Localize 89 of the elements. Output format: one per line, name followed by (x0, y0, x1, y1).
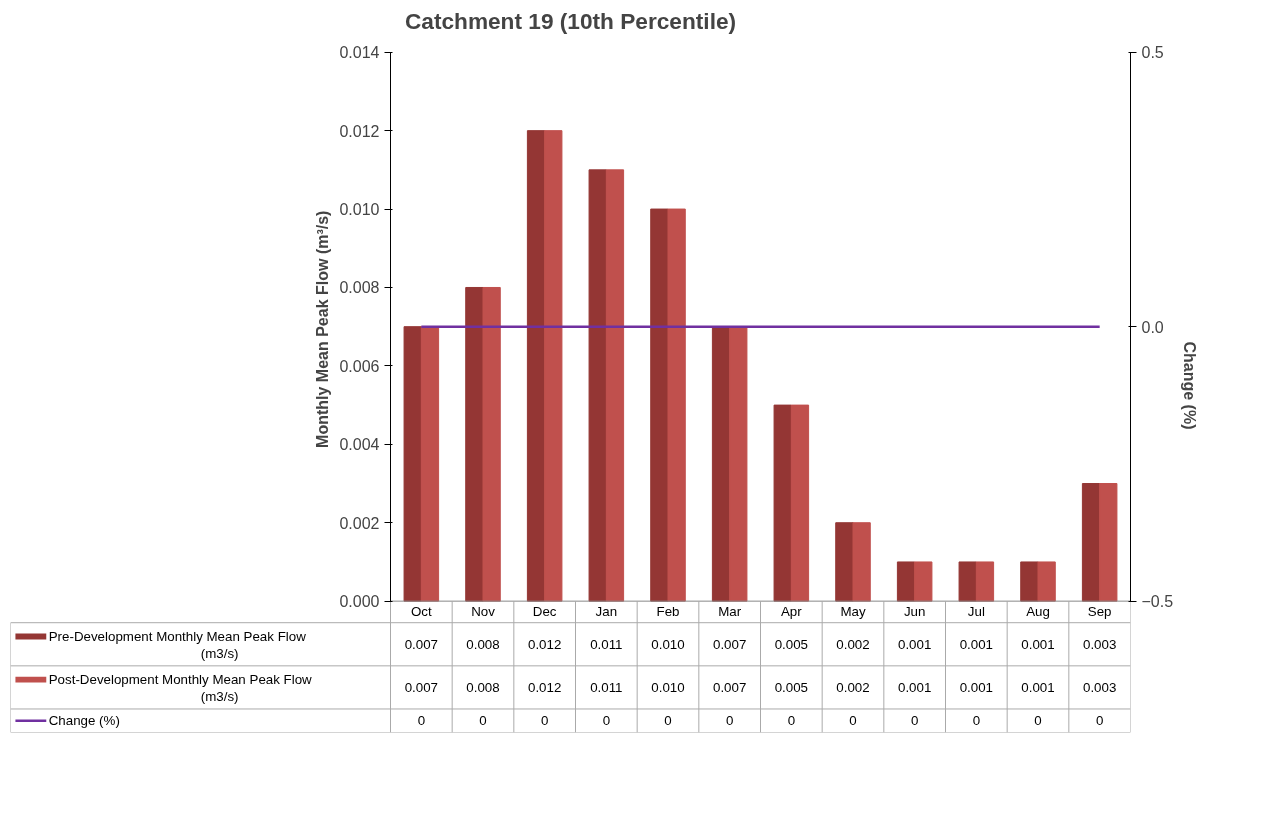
y2-axis-title: Change (%) (1181, 341, 1199, 430)
x-tick-label: Jun (903, 604, 926, 620)
x-tick-label: May (840, 604, 866, 620)
data-label: 0 (1034, 713, 1042, 729)
x-tick-label: Nov (471, 604, 496, 620)
y2-tick-label: 0.5 (1141, 44, 1164, 62)
bar (711, 326, 731, 602)
data-label: 0.001 (1021, 679, 1055, 695)
y-tick-label: 0.010 (339, 201, 380, 219)
y-tick-label: 0.014 (339, 44, 380, 62)
bar (914, 561, 933, 602)
data-label: 0.003 (1082, 636, 1117, 652)
data-label: 0 (602, 713, 611, 729)
y-tick-label: 0.004 (339, 436, 380, 454)
bar (482, 286, 501, 602)
bar (773, 404, 792, 602)
x-tick-label: Sep (1087, 604, 1112, 620)
bar (896, 561, 916, 602)
data-label: 0 (540, 713, 549, 729)
bar (1081, 483, 1101, 602)
bar (544, 130, 563, 602)
bar (667, 208, 686, 602)
data-label: 0 (910, 713, 919, 729)
data-label: 0.007 (712, 679, 747, 695)
legend-label: Change (%) (48, 713, 120, 729)
y2-tick-label: 0.0 (1141, 318, 1164, 336)
y-tick-label: 0.008 (339, 279, 380, 297)
data-label: 0.011 (590, 679, 623, 695)
data-label: 0 (725, 713, 734, 729)
bar (729, 326, 748, 602)
data-label: 0.003 (1082, 679, 1117, 695)
bar (975, 561, 995, 602)
bar (526, 130, 546, 602)
data-label: 0.005 (774, 679, 809, 695)
bar (403, 326, 422, 602)
y-tick-label: 0.000 (339, 593, 380, 611)
data-label: 0 (849, 713, 857, 729)
data-label: 0.010 (651, 636, 685, 652)
data-label: 0.001 (959, 679, 994, 695)
chart-title: Catchment 19 (10th Percentile) (404, 7, 737, 34)
y2-tick-label: −0.5 (1141, 593, 1174, 611)
data-label: 0.001 (1021, 636, 1055, 652)
data-label: 0 (1095, 713, 1104, 729)
bar (852, 522, 871, 602)
bar (465, 286, 484, 602)
x-tick-label: Mar (718, 604, 742, 620)
data-label: 0.001 (897, 636, 932, 652)
bar (835, 522, 854, 602)
data-label: 0.012 (527, 636, 562, 652)
data-label: 0.007 (404, 679, 439, 695)
x-tick-label: Aug (1026, 604, 1050, 620)
x-tick-label: Jul (967, 604, 985, 620)
y-tick-label: 0.006 (339, 357, 380, 375)
legend-label: Pre-Development Monthly Mean Peak Flow (m3/s) (48, 628, 307, 661)
data-label: 0.007 (712, 636, 747, 652)
data-label: 0 (417, 713, 426, 729)
bar (650, 208, 669, 602)
data-label: 0 (664, 713, 672, 729)
data-label: 0.001 (897, 679, 932, 695)
data-label: 0 (787, 713, 796, 729)
bar (605, 169, 625, 602)
x-tick-label: Apr (780, 604, 803, 620)
bar (958, 561, 977, 602)
bar (790, 404, 810, 602)
y-tick-label: 0.012 (339, 122, 380, 140)
y-axis-title: Monthly Mean Peak Flow (m³/s) (314, 210, 332, 448)
data-label: 0.001 (959, 636, 994, 652)
data-label: 0.005 (774, 636, 809, 652)
x-tick-label: Oct (410, 604, 432, 620)
bar (1037, 561, 1056, 602)
bar (1099, 483, 1118, 602)
data-label: 0.012 (527, 679, 562, 695)
legend-label: Post-Development Monthly Mean Peak Flow (m3/s) (48, 672, 313, 704)
bar (588, 169, 607, 602)
data-label: 0.002 (836, 636, 870, 652)
x-tick-label: Dec (532, 604, 557, 620)
data-label: 0.007 (404, 636, 439, 652)
data-label: 0.008 (466, 636, 500, 652)
data-label: 0.008 (466, 679, 500, 695)
bar (1020, 561, 1039, 602)
data-label: 0 (479, 713, 487, 729)
data-label: 0.011 (590, 636, 623, 652)
data-label: 0 (972, 713, 981, 729)
data-label: 0.002 (836, 679, 870, 695)
data-label: 0.010 (651, 679, 685, 695)
x-tick-label: Jan (595, 604, 618, 620)
y-tick-label: 0.002 (339, 514, 380, 532)
x-tick-label: Feb (656, 604, 680, 620)
bar (420, 326, 440, 602)
